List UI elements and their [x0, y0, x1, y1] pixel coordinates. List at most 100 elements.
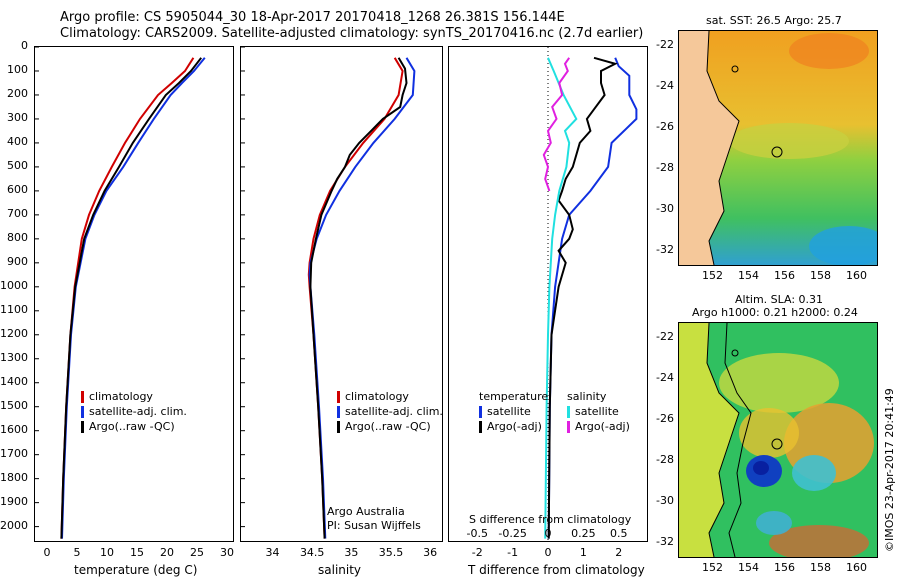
depth-tick-label: 1500 [0, 398, 28, 412]
series-line-argo-raw-qc- [60, 57, 202, 539]
lon-tick-label: 152 [702, 561, 723, 574]
sla-map [678, 322, 878, 558]
s-tick-label: 0 [544, 527, 552, 540]
lon-tick-label: 156 [774, 269, 795, 282]
lon-tick-label: 152 [702, 269, 723, 282]
temperature-legend: climatology satellite-adj. clim. Argo(..… [81, 389, 187, 434]
depth-tick-label: 700 [7, 206, 28, 220]
legend-swatch-s-argo [567, 420, 570, 433]
salinity-plot [241, 47, 416, 539]
lat-tick-label: -28 [656, 453, 674, 466]
legend-swatch-t-satellite [479, 405, 482, 418]
series-line-satellite-adj-clim- [308, 57, 416, 539]
x-tick-label: 35 [344, 546, 359, 559]
lat-tick-label: -28 [656, 161, 674, 174]
legend-label: Argo(-adj) [575, 420, 630, 433]
imos-timestamp: ©IMOS 23-Apr-2017 20:41:49 [883, 388, 896, 552]
x-tick-label: 15 [130, 546, 144, 559]
depth-tick-label: 500 [7, 158, 28, 172]
lat-tick-label: -24 [656, 79, 674, 92]
temperature-x-label: temperature (deg C) [74, 563, 198, 577]
legend-swatch-satellite [337, 405, 340, 418]
sst-map-image [679, 31, 877, 265]
legend-label: satellite [575, 405, 619, 418]
x-tick-label: -2 [471, 546, 483, 559]
depth-tick-label: 100 [7, 62, 28, 76]
lat-tick-label: -30 [656, 202, 674, 215]
s-tick-label: 0.5 [609, 527, 628, 540]
depth-tick-label: 1400 [0, 374, 28, 388]
depth-tick-label: 1600 [0, 422, 28, 436]
s-tick-label: 0.25 [571, 527, 596, 540]
series-line-salinity-argo-adj- [542, 57, 571, 192]
x-tick-label: 10 [100, 546, 114, 559]
legend-title: temperature [479, 390, 549, 403]
legend-label: satellite-adj. clim. [345, 405, 443, 418]
sla-map-image [679, 323, 877, 557]
s-difference-label: S difference from climatology [469, 513, 632, 526]
legend-label: Argo(..raw -QC) [89, 420, 175, 433]
sst-map-title: sat. SST: 26.5 Argo: 25.7 [706, 14, 842, 27]
lon-tick-label: 156 [774, 561, 795, 574]
lat-tick-label: -22 [656, 38, 674, 51]
credit-org: Argo Australia [327, 505, 405, 518]
depth-tick-label: 400 [7, 134, 28, 148]
depth-tick-label: 2000 [0, 518, 28, 532]
legend-label: satellite [487, 405, 531, 418]
x-tick-label: 0 [43, 546, 51, 559]
depth-tick-label: 900 [7, 254, 28, 268]
s-tick-label: -0.25 [498, 527, 527, 540]
series-line-argo-raw-qc- [309, 57, 408, 539]
lat-tick-label: -24 [656, 371, 674, 384]
x-tick-label: 34.5 [299, 546, 325, 559]
sla-map-title-2: Argo h1000: 0.21 h2000: 0.24 [692, 306, 858, 319]
depth-tick-label: 200 [7, 86, 28, 100]
plot-title-line2: Climatology: CARS2009. Satellite-adjuste… [60, 26, 644, 41]
plot-title-line1: Argo profile: CS 5905044_30 18-Apr-2017 … [60, 10, 565, 25]
series-line-climatology [60, 57, 195, 539]
s-tick-label: -0.5 [466, 527, 489, 540]
depth-tick-label: 1300 [0, 350, 28, 364]
lat-tick-label: -30 [656, 494, 674, 507]
depth-tick-label: 1700 [0, 446, 28, 460]
lon-tick-label: 154 [738, 561, 759, 574]
lat-tick-label: -26 [656, 412, 674, 425]
difference-plot [542, 47, 638, 541]
credit-pi: PI: Susan Wijffels [327, 519, 421, 532]
legend-label: climatology [345, 390, 409, 403]
x-tick-label: 34 [265, 546, 280, 559]
x-tick-label: 35.5 [378, 546, 404, 559]
series-line-salinity-satellite [544, 57, 578, 539]
depth-tick-label: 1800 [0, 470, 28, 484]
series-line-temperature-argo-adj- [547, 56, 618, 539]
lon-tick-label: 158 [810, 561, 831, 574]
lat-tick-label: -22 [656, 330, 674, 343]
difference-legend-salinity: salinity satellite Argo(-adj) [567, 389, 630, 434]
x-tick-label: 2 [615, 546, 623, 559]
lat-tick-label: -32 [656, 535, 674, 548]
depth-tick-label: 800 [7, 230, 28, 244]
depth-tick-label: 300 [7, 110, 28, 124]
x-tick-label: 36 [423, 546, 438, 559]
lon-tick-label: 154 [738, 269, 759, 282]
legend-label: Argo(-adj) [487, 420, 542, 433]
difference-panel: temperature satellite Argo(-adj) salinit… [448, 46, 648, 542]
x-tick-label: 1 [579, 546, 587, 559]
legend-swatch-climatology [81, 390, 84, 403]
legend-swatch-satellite [81, 405, 84, 418]
difference-x-label: T difference from climatology [468, 563, 645, 577]
x-tick-label: -1 [507, 546, 519, 559]
legend-swatch-argo [81, 420, 84, 433]
legend-swatch-t-argo [479, 420, 482, 433]
legend-swatch-climatology [337, 390, 340, 403]
salinity-legend: climatology satellite-adj. clim. Argo(..… [337, 389, 443, 434]
x-tick-label: 30 [220, 546, 234, 559]
temperature-plot [35, 47, 206, 539]
legend-swatch-argo [337, 420, 340, 433]
depth-tick-label: 0 [21, 39, 28, 52]
depth-tick-label: 1100 [0, 302, 28, 316]
legend-label: satellite-adj. clim. [89, 405, 187, 418]
salinity-panel: climatology satellite-adj. clim. Argo(..… [240, 46, 443, 542]
lon-tick-label: 160 [846, 269, 867, 282]
lat-tick-label: -32 [656, 243, 674, 256]
